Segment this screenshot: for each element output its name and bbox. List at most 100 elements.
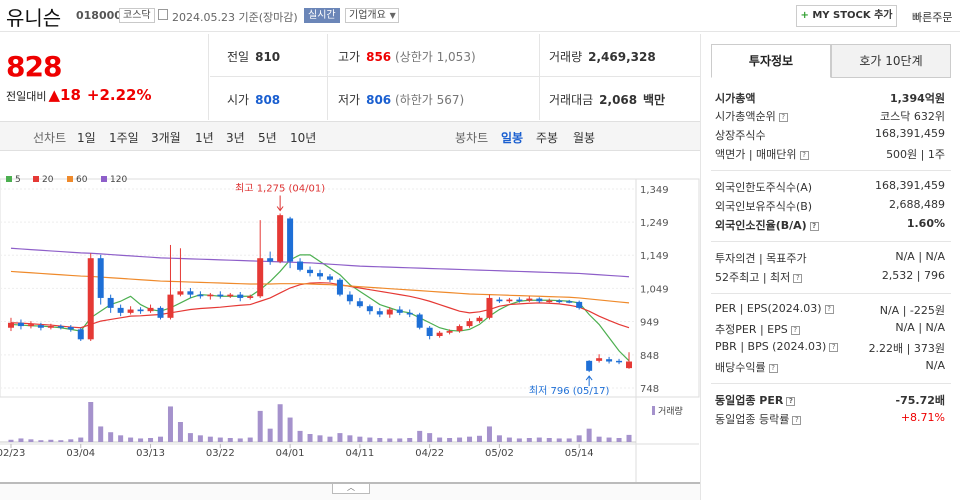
legend-label: 20 xyxy=(42,175,54,185)
stock-code: 018000 xyxy=(76,9,122,22)
info-label: 배당수익률? xyxy=(715,359,778,375)
tab-monthly[interactable]: 월봉 xyxy=(573,131,596,145)
volume-bar xyxy=(167,406,173,442)
candle-body xyxy=(606,359,613,362)
current-price: 828 xyxy=(6,50,62,83)
candlestick-chart[interactable]: 1,349 1,249 1,149 1,049 949 848 748 5 20 60 120 최고 … xyxy=(0,152,700,482)
tab-5y[interactable]: 5년 xyxy=(258,131,277,145)
y-tick-label: 848 xyxy=(640,351,659,362)
legend-swatch xyxy=(101,176,107,182)
tab-3m[interactable]: 3개월 xyxy=(151,131,181,145)
prev-close-value: 810 xyxy=(255,50,281,64)
volume-bar xyxy=(417,430,423,442)
help-icon[interactable]: ? xyxy=(786,397,796,406)
candle-body xyxy=(406,312,413,315)
tab-1w[interactable]: 1주일 xyxy=(109,131,139,145)
candle-body xyxy=(267,258,274,262)
candle-body xyxy=(307,269,314,274)
candle-body xyxy=(207,294,214,297)
volume-bar xyxy=(38,440,44,442)
volume-bar xyxy=(596,436,602,442)
volume-bar xyxy=(337,433,343,442)
tab-1d[interactable]: 1일 xyxy=(77,131,96,145)
company-info-dropdown[interactable]: 기업개요 ▼ xyxy=(345,8,399,23)
amount-unit: 백만 xyxy=(642,93,666,107)
info-label: PER | EPS(2024.03)? xyxy=(715,302,834,315)
tab-invest-info[interactable]: 투자정보 xyxy=(711,44,831,78)
help-icon[interactable]: ? xyxy=(824,305,834,314)
info-row: 외국인한도주식수(A) 168,391,459 xyxy=(715,179,945,197)
info-value: 168,391,459 xyxy=(875,179,945,192)
info-value: 2,688,489 xyxy=(889,198,945,211)
info-label: 투자의견 | 목표주가 xyxy=(715,252,807,265)
info-label: 52주최고 | 최저? xyxy=(715,269,803,285)
help-icon[interactable]: ? xyxy=(809,222,819,231)
info-row: 외국인보유주식수(B) 2,688,489 xyxy=(715,198,945,216)
volume-bar xyxy=(367,437,373,442)
quick-order-link[interactable]: 빠른주문 xyxy=(912,11,953,24)
divider xyxy=(711,241,951,242)
tab-1y[interactable]: 1년 xyxy=(195,131,214,145)
volume-bar xyxy=(616,438,622,442)
volume-bar xyxy=(476,435,482,442)
tab-daily[interactable]: 일봉 xyxy=(501,131,524,145)
volume-bar xyxy=(247,437,253,442)
candle-body xyxy=(237,294,244,298)
stock-name: 유니슨 xyxy=(6,6,62,30)
tab-10y[interactable]: 10년 xyxy=(290,131,317,145)
help-icon[interactable]: ? xyxy=(768,364,778,373)
invest-info-panel: 투자정보 호가 10단계 시가총액 1,394억원 시가총액순위? 코스닥 632위 상… xyxy=(700,34,960,500)
y-tick-label: 1,149 xyxy=(640,251,669,262)
x-tick-label: 03/04 xyxy=(66,448,95,459)
info-value: 2.22배 | 373원 xyxy=(868,342,945,355)
help-icon[interactable]: ? xyxy=(790,326,800,335)
open-value: 808 xyxy=(255,93,281,107)
candle-body xyxy=(117,307,124,313)
volume-bar xyxy=(357,436,363,442)
add-mystock-button[interactable]: + MY STOCK 추가 xyxy=(796,5,897,27)
open-label: 시가 xyxy=(227,93,250,107)
help-icon[interactable]: ? xyxy=(792,416,802,425)
base-date: 2024.05.23 기준(장마감) xyxy=(172,11,298,24)
candle-body xyxy=(277,215,284,262)
candle-body xyxy=(137,309,144,312)
realtime-badge[interactable]: 실시간 xyxy=(304,8,340,23)
volume-bar xyxy=(287,417,293,442)
tab-3y[interactable]: 3년 xyxy=(226,131,245,145)
info-label: 외국인보유주식수(B) xyxy=(715,200,813,213)
tab-weekly[interactable]: 주봉 xyxy=(536,131,559,145)
tab-orderbook[interactable]: 호가 10단계 xyxy=(831,44,951,78)
change-percent: +2.22% xyxy=(86,86,152,104)
candle-body xyxy=(167,294,174,318)
info-row: 시가총액 1,394억원 xyxy=(715,90,945,108)
stock-header: 유니슨 018000 코스닥 2024.05.23 기준(장마감) 실시간 기업… xyxy=(0,0,960,32)
chart-scroll-bar[interactable]: ︿ xyxy=(0,482,700,500)
info-row: 시가총액순위? 코스닥 632위 xyxy=(715,108,945,126)
volume-bar xyxy=(447,438,453,442)
chart-resize-handle[interactable]: ︿ xyxy=(332,484,370,494)
candle-body xyxy=(526,298,533,301)
up-arrow-icon: ▲ xyxy=(48,86,61,104)
stock-chart[interactable]: 1,349 1,249 1,149 1,049 949 848 748 5 20 60 120 최고 … xyxy=(0,152,700,482)
help-icon[interactable]: ? xyxy=(799,151,809,160)
volume-legend-swatch xyxy=(652,406,655,415)
help-icon[interactable]: ? xyxy=(778,113,788,122)
help-icon[interactable]: ? xyxy=(793,274,803,283)
high-label: 고가 xyxy=(338,50,361,64)
volume-bar xyxy=(277,404,283,442)
candle-chart-label: 봉차트 xyxy=(455,131,489,145)
x-tick-label: 02/23 xyxy=(0,448,25,459)
volume-bar xyxy=(576,435,582,442)
candle-body xyxy=(516,299,523,302)
info-value: 코스닥 632위 xyxy=(880,110,945,123)
company-info-label: 기업개요 xyxy=(349,10,386,21)
volume-bar xyxy=(397,438,403,442)
candle-body xyxy=(496,299,503,302)
candle-body xyxy=(456,326,463,332)
candle-body xyxy=(177,291,184,295)
candle-body xyxy=(37,325,44,328)
candle-body xyxy=(127,309,134,313)
change-label: 전일대비 xyxy=(6,90,47,103)
help-icon[interactable]: ? xyxy=(829,343,839,352)
volume-bar xyxy=(207,436,213,442)
